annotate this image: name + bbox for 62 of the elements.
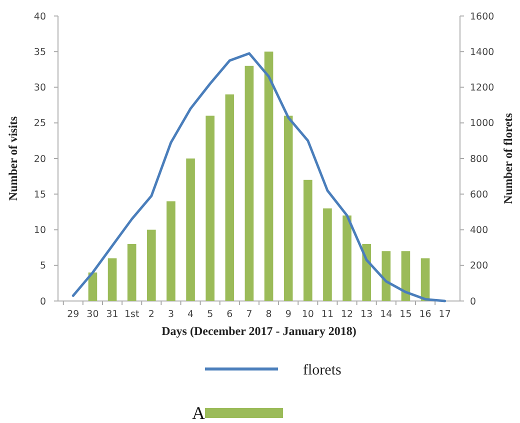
y-tick-label: 20 [34,154,46,165]
bar [382,251,391,301]
y2-tick-label: 400 [470,225,488,236]
x-tick-label: 11 [321,309,334,320]
x-tick-label: 17 [438,309,451,320]
line-series [72,52,446,302]
bar [362,244,371,301]
x-tick-label: 6 [226,309,233,320]
bar [206,116,214,301]
y2-tick-label: 200 [470,260,488,272]
bar [147,230,156,301]
y-tick-label: 0 [40,296,46,308]
x-tick-label: 29 [67,309,80,320]
y2-tick-label: 1200 [470,82,494,94]
x-tick-label: 10 [302,309,314,320]
x-tick-label: 12 [340,309,354,320]
text: A [192,403,205,423]
x-tick-label: 7 [246,309,252,320]
x-tick-label: 13 [360,309,373,320]
bar [401,251,410,301]
bar [88,272,98,301]
y-tick-label: 35 [34,46,46,58]
y-tick-label: 30 [34,82,46,94]
y-tick-label: 10 [34,225,46,236]
y2-axis-title: Number of florets [501,112,515,204]
y-tick-label: 40 [34,11,46,22]
bar [166,201,176,301]
y2-tick-label: 600 [470,189,488,200]
y2-tick-label: 1600 [470,11,494,22]
y-tick-label: 5 [40,260,46,272]
bar [284,116,293,301]
x-tick-label: 1st [124,309,140,320]
legend-label: florets [303,362,342,378]
y2-tick-label: 1400 [470,46,494,58]
x-tick-label: 3 [168,309,174,320]
x-tick-label: 31 [106,309,118,320]
y2-tick-label: 800 [470,154,488,165]
bar [304,180,312,301]
x-tick-label: 4 [188,309,194,320]
bar [225,94,234,301]
y2-tick-label: 0 [470,296,476,308]
bar [127,244,136,301]
x-tick-label: 15 [400,309,412,320]
bar [342,216,352,301]
bar [264,52,274,301]
y-axis-title: Number of visits [6,116,20,201]
x-tick-label: 16 [419,309,432,320]
bar [420,258,430,301]
x-tick-label: 14 [380,309,392,320]
bar [186,158,195,301]
y-tick-label: 15 [34,189,46,200]
x-tick-label: 2 [148,309,154,320]
x-tick-label: 8 [266,309,272,320]
bar [108,258,117,301]
x-tick-label: 30 [86,309,99,320]
y2-tick-label: 1000 [470,118,494,130]
bar [323,208,332,301]
bar [244,66,254,301]
y-tick-label: 25 [34,118,46,130]
x-tick-label: 9 [285,309,292,320]
x-tick-label: 5 [207,309,214,320]
x-axis-title: Days (December 2017 - January 2018) [162,324,356,338]
